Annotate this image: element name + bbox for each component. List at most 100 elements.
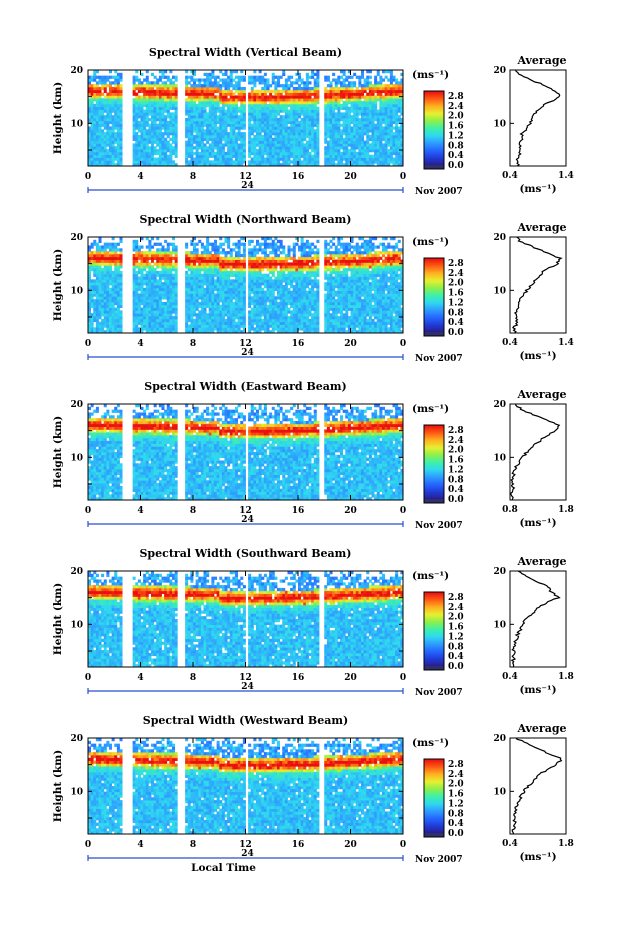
heatmap-cell xyxy=(274,132,277,135)
heatmap-cell xyxy=(230,262,233,265)
heatmap-cell xyxy=(162,118,165,121)
heatmap-cell xyxy=(91,87,94,90)
heatmap-cell xyxy=(374,129,377,132)
heatmap-cell xyxy=(151,118,154,121)
heatmap-cell xyxy=(143,313,146,316)
heatmap-cell xyxy=(222,107,225,110)
heatmap-cell xyxy=(235,257,238,260)
heatmap-cell xyxy=(395,141,398,144)
heatmap-cell xyxy=(214,141,217,144)
heatmap-cell xyxy=(133,274,136,277)
heatmap-cell xyxy=(143,279,146,282)
heatmap-cell xyxy=(138,296,141,299)
heatmap-cell xyxy=(148,245,151,248)
heatmap-cell xyxy=(114,262,117,265)
heatmap-cell xyxy=(154,118,157,121)
heatmap-cell xyxy=(264,78,267,81)
heatmap-cell xyxy=(114,325,117,328)
heatmap-cell xyxy=(104,322,107,325)
heatmap-cell xyxy=(104,245,107,248)
heatmap-cell xyxy=(348,158,351,161)
heatmap-cell xyxy=(337,115,340,118)
heatmap-cell xyxy=(393,93,396,96)
heatmap-cell xyxy=(311,115,314,118)
heatmap-cell xyxy=(374,149,377,152)
heatmap-cell xyxy=(340,152,343,155)
heatmap-cell xyxy=(295,129,298,132)
heatmap-cell xyxy=(146,76,149,79)
heatmap-cell xyxy=(274,95,277,98)
heatmap-cell xyxy=(193,90,196,93)
heatmap-cell xyxy=(324,160,327,163)
heatmap-cell xyxy=(133,78,136,81)
heatmap-cell xyxy=(164,302,167,305)
heatmap-cell xyxy=(104,135,107,138)
heatmap-cell xyxy=(120,87,123,90)
heatmap-cell xyxy=(259,112,262,115)
heatmap-cell xyxy=(96,135,99,138)
heatmap-cell xyxy=(188,112,191,115)
heatmap-cell xyxy=(159,160,162,163)
heatmap-cell xyxy=(193,262,196,265)
colorbar-tick-label: 1.6 xyxy=(448,122,464,132)
heatmap-cell xyxy=(217,285,220,288)
heatmap-cell xyxy=(353,143,356,146)
heatmap-cell xyxy=(366,110,369,113)
heatmap-cell xyxy=(114,146,117,149)
heatmap-cell xyxy=(335,143,338,146)
heatmap-cell xyxy=(109,158,112,161)
heatmap-cell xyxy=(156,135,159,138)
heatmap-cell xyxy=(232,141,235,144)
heatmap-cell xyxy=(222,262,225,265)
heatmap-cell xyxy=(91,155,94,158)
heatmap-cell xyxy=(162,73,165,76)
heatmap-cell xyxy=(196,254,199,257)
heatmap-cell xyxy=(222,129,225,132)
heatmap-cell xyxy=(162,262,165,265)
heatmap-cell xyxy=(198,155,201,158)
heatmap-cell xyxy=(282,73,285,76)
heatmap-cell xyxy=(382,155,385,158)
heatmap-cell xyxy=(156,112,159,115)
heatmap-cell xyxy=(343,143,346,146)
heatmap-cell xyxy=(222,322,225,325)
heatmap-cell xyxy=(188,138,191,141)
heatmap-cell xyxy=(219,152,222,155)
heatmap-cell xyxy=(114,322,117,325)
heatmap-cell xyxy=(387,87,390,90)
heatmap-cell xyxy=(314,155,317,158)
heatmap-cell xyxy=(311,101,314,104)
heatmap-cell xyxy=(282,141,285,144)
heatmap-cell xyxy=(248,132,251,135)
heatmap-cell xyxy=(112,135,115,138)
heatmap-cell xyxy=(225,302,228,305)
heatmap-cell xyxy=(225,293,228,296)
heatmap-cell xyxy=(185,274,188,277)
heatmap-cell xyxy=(232,271,235,274)
heatmap-cell xyxy=(141,90,144,93)
heatmap-cell xyxy=(306,78,309,81)
heatmap-cell xyxy=(351,141,354,144)
heatmap-cell xyxy=(162,316,165,319)
heatmap-cell xyxy=(243,299,246,302)
heatmap-cell xyxy=(280,126,283,129)
heatmap-cell xyxy=(337,143,340,146)
heatmap-cell xyxy=(93,268,96,271)
heatmap-cell xyxy=(185,149,188,152)
heatmap-cell xyxy=(204,305,207,308)
heatmap-cell xyxy=(353,158,356,161)
heatmap-cell xyxy=(337,138,340,141)
heatmap-cell xyxy=(133,262,136,265)
heatmap-cell xyxy=(395,107,398,110)
heatmap-cell xyxy=(238,285,241,288)
heatmap-cell xyxy=(204,81,207,84)
heatmap-cell xyxy=(332,112,335,115)
heatmap-cell xyxy=(156,296,159,299)
heatmap-cell xyxy=(148,107,151,110)
heatmap-cell xyxy=(235,132,238,135)
heatmap-cell xyxy=(99,245,102,248)
heatmap-cell xyxy=(143,296,146,299)
heatmap-cell xyxy=(253,78,256,81)
heatmap-cell xyxy=(395,149,398,152)
heatmap-cell xyxy=(227,143,230,146)
